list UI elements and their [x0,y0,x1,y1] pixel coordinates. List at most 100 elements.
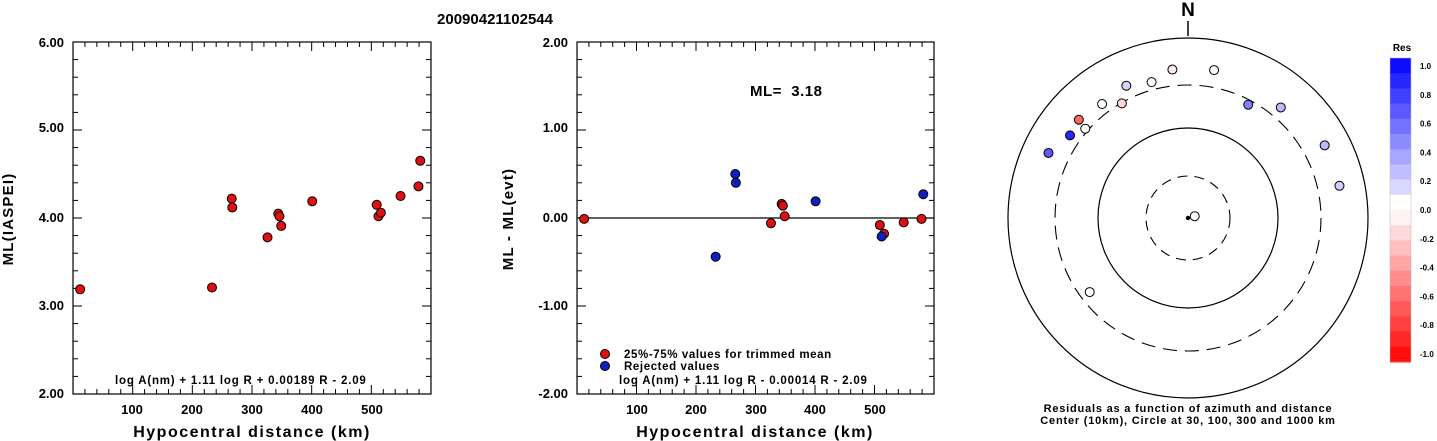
residual-data-point [579,213,590,224]
colorbar-cell [1390,240,1411,257]
colorbar-cell [1390,210,1411,226]
ml-iaspei-xtick-label: 500 [361,402,383,417]
ml-iaspei-plot-frame [72,41,432,395]
colorbar-cell [1390,103,1411,120]
ml-iaspei-data-point [262,232,273,243]
colorbar-cell [1390,331,1411,348]
epicenter-dot [1185,215,1191,221]
residual-ticks [577,42,934,394]
dashed-circle-30km [1145,175,1231,261]
residual-rejected-point [730,169,741,179]
colorbar-tick-label: -0.6 [1420,292,1434,301]
residual-formula: log A(nm) + 1.11 log R - 0.00014 R - 2.0… [619,375,868,387]
colorbar-cell [1390,286,1411,302]
residual-ytick-label: 1.00 [543,120,568,135]
colorbar-cell [1390,225,1411,241]
residual-xtick-label: 100 [626,402,648,417]
map-caption-line2: Center (10km), Circle at 30, 100, 300 an… [1040,415,1335,427]
colorbar-tick-label: 0.8 [1420,91,1432,100]
colorbar-cells [1389,57,1412,363]
ml-iaspei-data-point [415,155,426,166]
colorbar-cell [1390,118,1411,135]
station-marker [1189,211,1200,222]
station-marker [1319,140,1330,151]
ml-iaspei-ytick-label: 4.00 [39,210,64,225]
residual-data-point [777,200,788,211]
colorbar-cell [1390,149,1411,165]
outer-circle-1000km [1007,37,1369,399]
colorbar-cell [1390,346,1411,363]
colorbar-tick-label: 0.0 [1420,206,1432,215]
ml-iaspei-data-point [276,220,287,231]
residual-rejected-point [876,231,887,242]
ml-iaspei-ticks [73,42,431,394]
ml-iaspei-data-point [207,282,218,293]
ml-iaspei-ytick-label: 6.00 [39,35,64,50]
station-marker [1167,64,1178,75]
ml-value-label: ML= 3.18 [750,83,822,100]
colorbar-labels: 1.0 0.8 0.6 0.4 0.2 0.0 -0.2 -0.4 -0.6 -0.8 -1.0 [1420,62,1434,359]
station-marker [1043,147,1054,158]
station-marker [1334,180,1345,191]
azimuth-residual-map: N Residuals as a function of azimuth and… [1007,0,1369,427]
residual-data-point [916,213,927,224]
north-label: N [1181,0,1195,21]
colorbar-cell [1390,164,1411,181]
station-marker [1073,114,1084,125]
residual-data-point [874,220,885,231]
station-marker [1065,130,1076,141]
colorbar-cell [1390,194,1411,211]
ml-iaspei-formula: log A(nm) + 1.11 log R + 0.00189 R - 2.0… [115,375,367,387]
residual-panel: -2.00 -1.00 0.00 1.00 2.00 100 200 300 4… [500,35,935,441]
colorbar-cell [1390,316,1411,333]
residual-xtick-label: 200 [685,402,707,417]
residual-data-point [765,218,776,229]
ml-iaspei-data-point [75,284,86,295]
residual-points [579,169,929,262]
station-marker [1209,65,1220,76]
residual-ytick-label: -1.00 [538,298,568,313]
residual-rejected-point [810,196,821,207]
station-marker [1084,287,1095,298]
residual-ytick-label: -2.00 [538,386,568,401]
ml-iaspei-ytick-label: 2.00 [39,386,64,401]
residual-xtick-label: 300 [745,402,767,417]
circle-100km [1097,127,1279,309]
ml-iaspei-xtick-label: 100 [121,402,143,417]
ml-iaspei-xtick-label: 200 [181,402,203,417]
ml-iaspei-ytick-label: 5.00 [39,120,64,135]
ml-iaspei-data-point [371,199,382,210]
ml-iaspei-data-point [307,196,318,207]
colorbar-tick-label: -1.0 [1420,350,1434,359]
ml-iaspei-data-point [395,191,406,201]
residual-data-point [779,211,790,222]
ml-iaspei-xtick-label: 400 [301,402,323,417]
colorbar-tick-label: -0.4 [1420,264,1434,273]
ml-iaspei-data-point [375,207,386,218]
legend-rejected-label: Rejected values [624,361,720,373]
figure-title: 20090421102544 [437,11,554,28]
residual-y-axis-label: ML - ML(evt) [500,168,517,270]
legend-trimmed-label: 25%-75% values for trimmed mean [624,349,832,361]
colorbar-cell [1390,301,1411,317]
residual-rejected-point [710,251,721,262]
ml-iaspei-x-axis-label: Hypocentral distance (km) [133,424,371,441]
colorbar-cell [1390,88,1411,105]
colorbar-cell [1390,134,1411,150]
map-caption-line1: Residuals as a function of azimuth and d… [1044,403,1333,415]
residual-x-axis-label: Hypocentral distance (km) [636,424,874,441]
colorbar-cell [1390,255,1411,272]
dashed-circle-300km [1054,84,1322,352]
residual-data-point [898,217,909,228]
colorbar-tick-label: -0.2 [1420,235,1434,244]
colorbar-tick-label: -0.8 [1420,321,1434,330]
ml-iaspei-xtick-label: 300 [241,402,263,417]
colorbar-cell [1390,179,1411,196]
colorbar-tick-label: 0.4 [1420,148,1432,157]
residual-xtick-label: 400 [804,402,826,417]
station-marker [1275,102,1286,113]
station-marker [1097,99,1108,110]
legend-rejected-marker [600,361,610,371]
station-marker [1243,99,1254,110]
